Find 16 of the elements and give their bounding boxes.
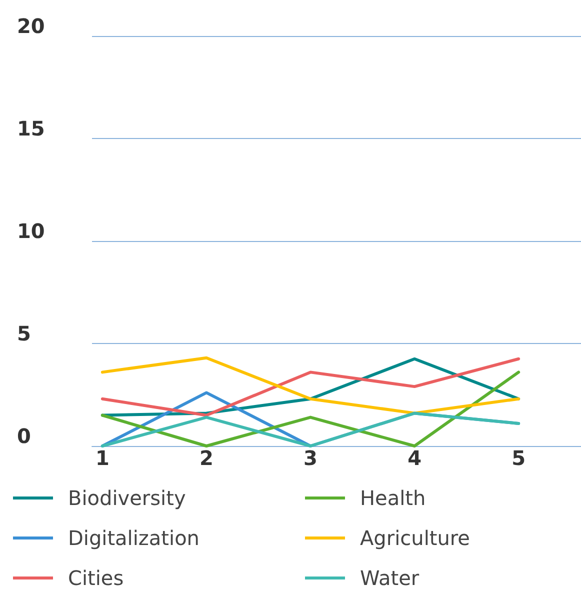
y-tick-label: 20 [17, 14, 45, 38]
legend-label: Digitalization [68, 526, 200, 550]
x-tick-label: 1 [95, 446, 110, 470]
legend-label: Water [360, 566, 420, 590]
y-tick-label: 15 [17, 116, 45, 140]
legend-label: Health [360, 486, 426, 510]
legend-label: Cities [68, 566, 124, 590]
y-tick-label: 5 [17, 322, 31, 346]
x-tick-label: 2 [199, 446, 214, 470]
x-tick-label: 3 [304, 446, 318, 470]
x-tick-label: 4 [408, 446, 422, 470]
y-tick-label: 10 [17, 219, 45, 243]
x-tick-label: 5 [512, 446, 526, 470]
legend-label: Agriculture [360, 526, 470, 550]
legend-label: Biodiversity [68, 486, 186, 510]
y-tick-label: 0 [17, 424, 31, 448]
